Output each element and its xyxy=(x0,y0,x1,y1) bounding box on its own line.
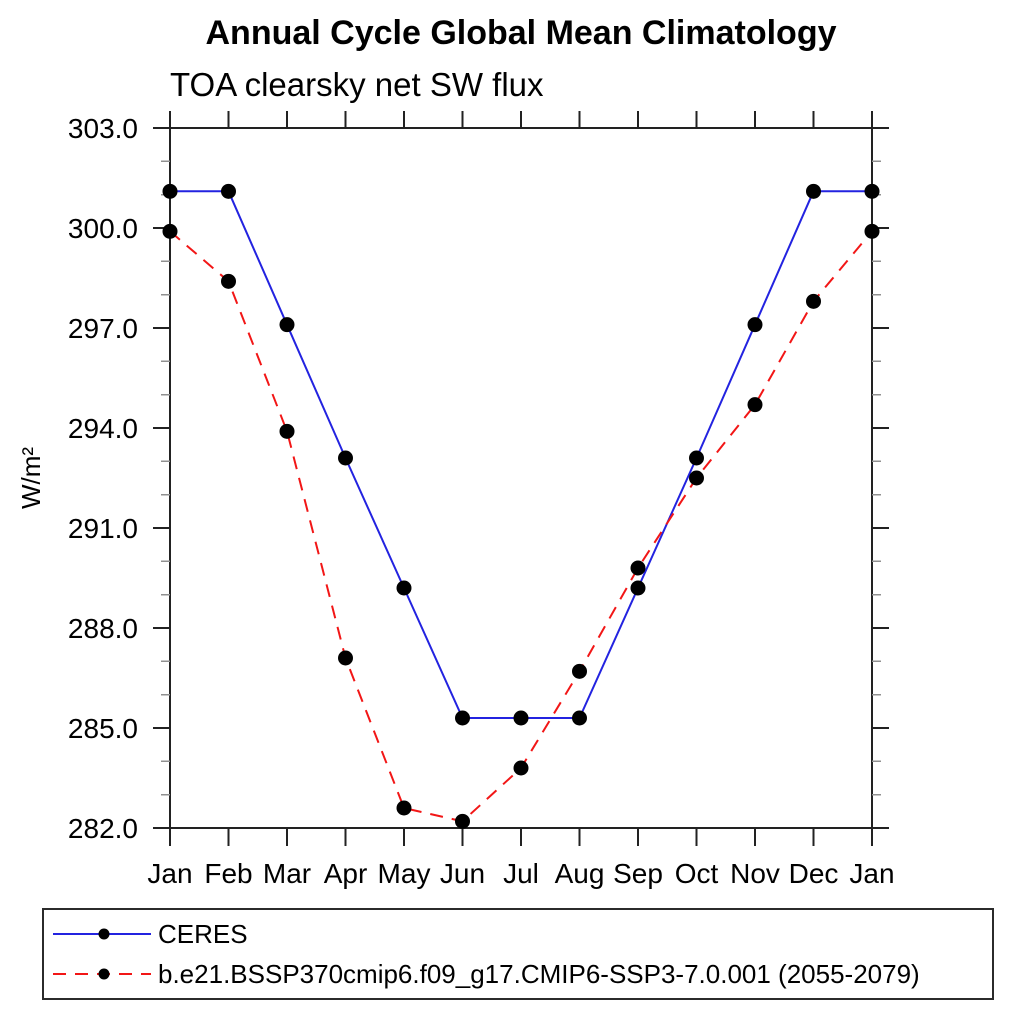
data-point-marker xyxy=(806,293,821,309)
data-point-marker xyxy=(572,710,587,726)
y-tick-label: 297.0 xyxy=(68,313,138,344)
data-point-marker xyxy=(747,397,763,413)
data-point-marker xyxy=(162,223,178,239)
x-tick-label: May xyxy=(378,858,431,889)
x-tick-label: Sep xyxy=(613,858,663,889)
data-point-marker xyxy=(689,450,704,466)
data-point-marker xyxy=(455,813,470,829)
x-axis-ticks xyxy=(169,111,873,846)
data-point-marker xyxy=(513,760,529,776)
data-point-marker xyxy=(689,470,704,486)
legend-label-ceres: CERES xyxy=(158,919,248,949)
chart-title: Annual Cycle Global Mean Climatology xyxy=(205,14,837,52)
y-tick-label: 291.0 xyxy=(68,513,138,544)
x-tick-label: Nov xyxy=(730,858,780,889)
x-axis-labels: Jan Feb Mar Apr May Jun Jul Aug Sep Oct Nov Dec Jan xyxy=(147,858,894,889)
x-tick-label: Dec xyxy=(789,858,839,889)
data-point-marker xyxy=(864,183,880,199)
data-point-marker xyxy=(221,183,236,199)
legend-sample-solid-line-icon xyxy=(53,928,151,940)
series-model xyxy=(162,223,880,829)
y-axis-title: W/m² xyxy=(16,447,46,509)
data-point-marker xyxy=(455,710,470,726)
y-tick-label: 294.0 xyxy=(68,413,138,444)
data-point-marker xyxy=(396,580,412,596)
data-point-marker xyxy=(806,183,821,199)
x-tick-label: Jul xyxy=(503,858,539,889)
plot-area: Jan Feb Mar Apr May Jun Jul Aug Sep Oct Nov Dec Jan 3… xyxy=(16,111,895,889)
data-point-marker xyxy=(162,183,178,199)
data-point-marker xyxy=(864,223,880,239)
y-tick-label: 285.0 xyxy=(68,713,138,744)
y-tick-label: 288.0 xyxy=(68,613,138,644)
data-point-marker xyxy=(630,560,646,576)
data-point-marker xyxy=(513,710,529,726)
y-axis-labels: 303.0 300.0 297.0 294.0 291.0 288.0 285.0 282.0 xyxy=(68,113,138,844)
legend-item-model: b.e21.BSSP370cmip6.f09_g17.CMIP6-SSP3-7.… xyxy=(48,954,992,994)
data-point-marker xyxy=(279,317,295,333)
legend-item-ceres: CERES xyxy=(48,914,992,954)
legend-sample-dashed-line-icon xyxy=(53,968,151,980)
y-tick-label: 303.0 xyxy=(68,113,138,144)
data-point-marker xyxy=(221,273,236,289)
legend-box: CERES b.e21.BSSP370cmip6.f09_g17.CMIP6-S… xyxy=(42,908,994,1000)
x-tick-label: Apr xyxy=(324,858,368,889)
y-tick-label: 282.0 xyxy=(68,813,138,844)
data-point-marker xyxy=(747,317,763,333)
x-tick-label: Aug xyxy=(555,858,605,889)
x-tick-label: Feb xyxy=(204,858,252,889)
x-tick-label: Jan xyxy=(849,858,894,889)
data-point-marker xyxy=(338,650,353,666)
y-tick-label: 300.0 xyxy=(68,213,138,244)
chart-subtitle: TOA clearsky net SW flux xyxy=(170,66,544,103)
data-point-marker xyxy=(279,423,295,439)
data-point-marker xyxy=(396,800,412,816)
data-point-marker xyxy=(630,580,646,596)
data-point-marker xyxy=(572,663,587,679)
x-tick-label: Oct xyxy=(675,858,719,889)
data-point-marker xyxy=(338,450,353,466)
legend-label-model: b.e21.BSSP370cmip6.f09_g17.CMIP6-SSP3-7.… xyxy=(158,959,920,989)
series-ceres xyxy=(162,183,880,726)
x-tick-label: Mar xyxy=(263,858,311,889)
y-axis-ticks xyxy=(153,127,889,829)
x-tick-label: Jun xyxy=(440,858,485,889)
x-tick-label: Jan xyxy=(147,858,192,889)
